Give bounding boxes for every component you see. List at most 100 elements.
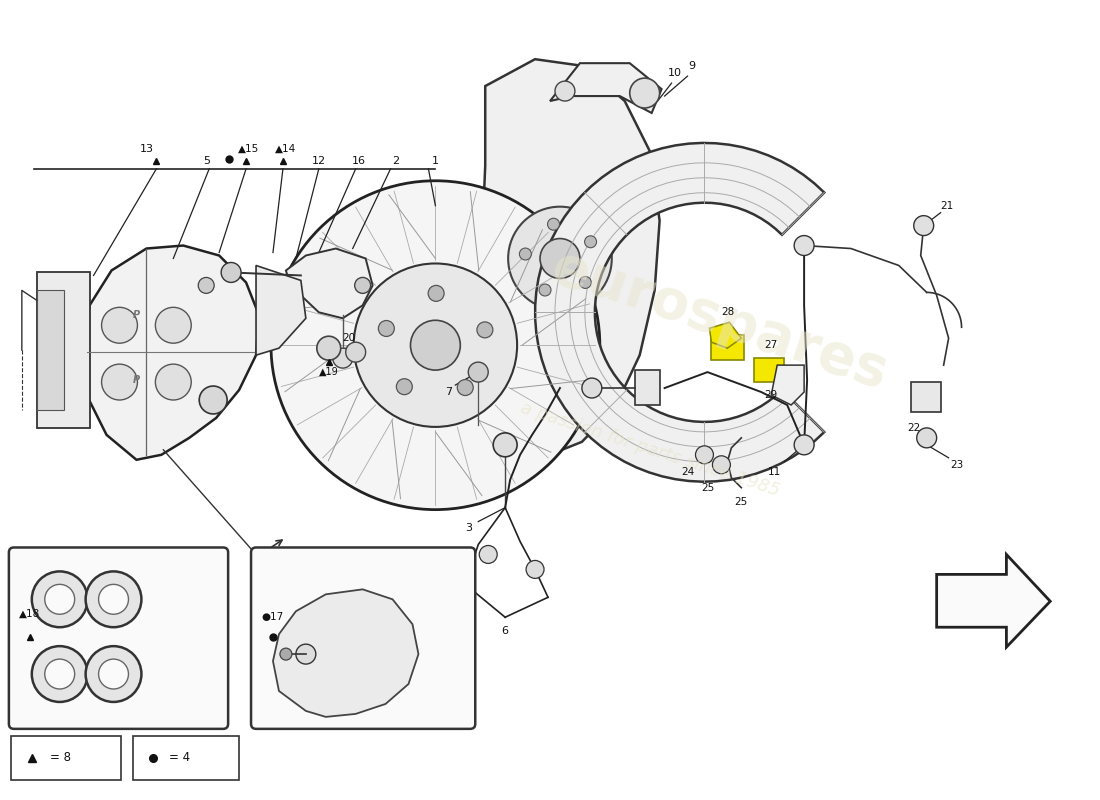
Text: 1: 1	[432, 156, 439, 166]
Circle shape	[396, 378, 412, 394]
Circle shape	[508, 206, 612, 310]
Circle shape	[916, 428, 937, 448]
Polygon shape	[286, 249, 373, 318]
Circle shape	[155, 307, 191, 343]
Circle shape	[99, 659, 129, 689]
Text: 6: 6	[502, 626, 508, 636]
Polygon shape	[36, 273, 89, 428]
Text: 24: 24	[681, 466, 694, 477]
Circle shape	[556, 81, 575, 101]
Circle shape	[526, 561, 544, 578]
Text: 9: 9	[688, 61, 695, 71]
FancyBboxPatch shape	[251, 547, 475, 729]
Circle shape	[582, 378, 602, 398]
Text: 13: 13	[140, 144, 153, 154]
Text: 10: 10	[668, 68, 682, 78]
Circle shape	[354, 263, 517, 427]
Circle shape	[794, 435, 814, 455]
Circle shape	[695, 446, 714, 464]
Circle shape	[333, 348, 353, 368]
Circle shape	[410, 320, 460, 370]
Polygon shape	[712, 335, 745, 360]
Circle shape	[155, 364, 191, 400]
Text: P: P	[133, 310, 140, 320]
Circle shape	[45, 584, 75, 614]
Circle shape	[86, 646, 142, 702]
Circle shape	[86, 571, 142, 627]
Circle shape	[539, 284, 551, 296]
Circle shape	[32, 646, 88, 702]
Polygon shape	[36, 290, 64, 410]
Circle shape	[317, 336, 341, 360]
Circle shape	[279, 648, 292, 660]
Circle shape	[480, 546, 497, 563]
Text: 27: 27	[764, 340, 778, 350]
Text: eurospares: eurospares	[544, 241, 894, 400]
Circle shape	[198, 278, 214, 294]
Circle shape	[580, 277, 592, 289]
Circle shape	[458, 379, 473, 395]
Circle shape	[519, 248, 531, 260]
Circle shape	[199, 386, 227, 414]
Polygon shape	[635, 370, 660, 405]
Circle shape	[101, 364, 138, 400]
Text: 20: 20	[342, 334, 355, 343]
Text: = 4: = 4	[169, 751, 190, 764]
Text: a passion for parts since 1985: a passion for parts since 1985	[518, 399, 782, 500]
Text: 21: 21	[940, 201, 954, 210]
Circle shape	[548, 218, 560, 230]
Circle shape	[794, 235, 814, 255]
Polygon shape	[256, 266, 306, 355]
Polygon shape	[273, 590, 418, 717]
Circle shape	[540, 238, 580, 278]
Circle shape	[456, 575, 474, 594]
Polygon shape	[937, 554, 1050, 647]
Circle shape	[45, 659, 75, 689]
Circle shape	[713, 456, 730, 474]
Text: 12: 12	[311, 156, 326, 166]
Circle shape	[271, 181, 600, 510]
Polygon shape	[84, 246, 258, 460]
Text: 22: 22	[908, 423, 921, 433]
Circle shape	[345, 342, 365, 362]
Text: 5: 5	[202, 156, 210, 166]
Text: 28: 28	[720, 307, 734, 318]
Polygon shape	[771, 365, 804, 405]
FancyBboxPatch shape	[133, 736, 239, 780]
Circle shape	[493, 433, 517, 457]
Circle shape	[354, 278, 371, 294]
Polygon shape	[465, 59, 660, 458]
Text: 16: 16	[352, 156, 365, 166]
Text: ●17: ●17	[262, 612, 284, 622]
Text: P: P	[133, 375, 140, 385]
Text: 25: 25	[735, 497, 748, 506]
Circle shape	[32, 571, 88, 627]
Circle shape	[428, 286, 444, 302]
Polygon shape	[911, 382, 940, 412]
Text: ▲14: ▲14	[275, 144, 297, 154]
FancyBboxPatch shape	[11, 736, 121, 780]
Circle shape	[584, 236, 596, 248]
Text: ▲18: ▲18	[19, 610, 41, 619]
Circle shape	[914, 216, 934, 235]
Circle shape	[469, 362, 488, 382]
Text: 25: 25	[701, 482, 714, 493]
Text: ▲19: ▲19	[319, 367, 339, 377]
FancyBboxPatch shape	[9, 547, 228, 729]
Polygon shape	[536, 143, 824, 482]
Circle shape	[221, 262, 241, 282]
Text: ▲15: ▲15	[239, 144, 260, 154]
Circle shape	[629, 78, 660, 108]
Circle shape	[378, 321, 394, 337]
Polygon shape	[710, 322, 741, 348]
Circle shape	[101, 307, 138, 343]
Circle shape	[296, 644, 316, 664]
Text: 29: 29	[764, 390, 778, 400]
Polygon shape	[550, 63, 661, 113]
Text: 11: 11	[768, 466, 781, 477]
Text: 3: 3	[465, 522, 472, 533]
Circle shape	[99, 584, 129, 614]
Text: = 8: = 8	[50, 751, 70, 764]
Text: 2: 2	[392, 156, 399, 166]
Circle shape	[477, 322, 493, 338]
